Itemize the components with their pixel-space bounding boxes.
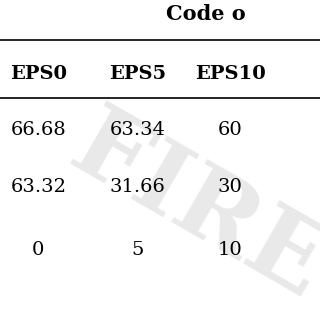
- Text: 30: 30: [218, 178, 243, 196]
- Text: 10: 10: [218, 241, 243, 259]
- Text: EPS10: EPS10: [195, 65, 266, 83]
- Text: FIRE: FIRE: [54, 97, 320, 319]
- Text: Code o: Code o: [166, 4, 246, 24]
- Text: EPS0: EPS0: [10, 65, 67, 83]
- Text: 5: 5: [132, 241, 144, 259]
- Text: 31.66: 31.66: [110, 178, 165, 196]
- Text: 66.68: 66.68: [11, 121, 66, 139]
- Text: EPS5: EPS5: [109, 65, 166, 83]
- Text: 63.32: 63.32: [10, 178, 67, 196]
- Text: 0: 0: [32, 241, 44, 259]
- Text: 60: 60: [218, 121, 243, 139]
- Text: 63.34: 63.34: [109, 121, 166, 139]
